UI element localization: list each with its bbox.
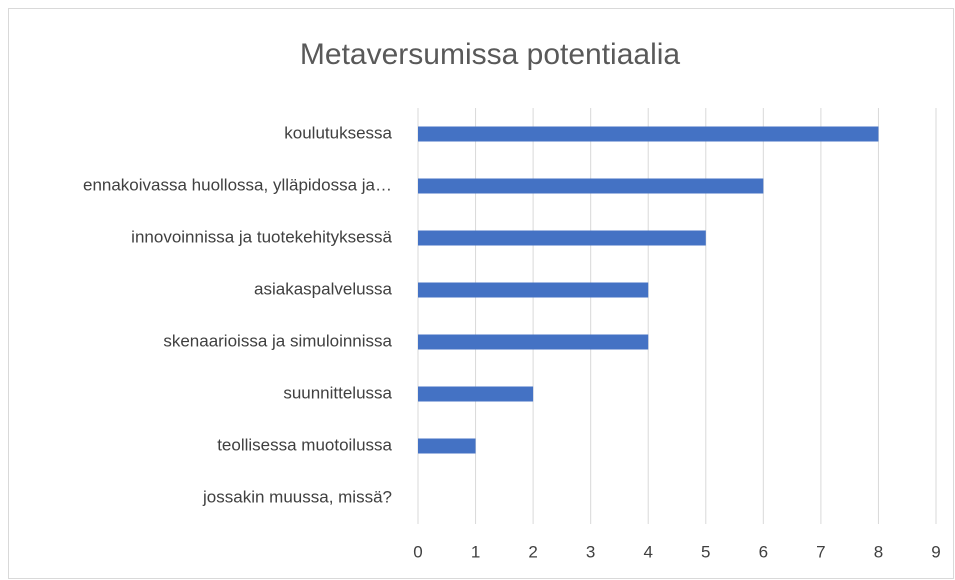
bar [418,230,706,246]
y-tick-label: jossakin muussa, missä? [202,487,392,506]
y-tick-label: ennakoivassa huollossa, ylläpidossa ja… [83,175,392,194]
y-tick-label: asiakaspalvelussa [254,279,393,298]
y-tick-label: suunnittelussa [283,383,392,402]
bar [418,126,879,142]
x-tick-label: 8 [874,542,883,561]
y-tick-label: koulutuksessa [284,123,392,142]
x-tick-label: 2 [528,542,537,561]
x-tick-label: 4 [643,542,652,561]
chart-title: Metaversumissa potentiaalia [300,38,681,71]
x-tick-label: 7 [816,542,825,561]
bar [418,386,534,402]
x-tick-label: 6 [759,542,768,561]
bar [418,438,476,454]
x-tick-label: 0 [413,542,422,561]
bar [418,282,649,298]
bar [418,178,764,194]
y-tick-label: teollisessa muotoilussa [217,435,392,454]
y-tick-label: innovoinnissa ja tuotekehityksessä [131,227,392,246]
x-tick-label: 5 [701,542,710,561]
x-tick-label: 3 [586,542,595,561]
y-tick-label: skenaarioissa ja simuloinnissa [163,331,392,350]
x-tick-label: 9 [931,542,940,561]
bar [418,334,649,350]
x-tick-label: 1 [471,542,480,561]
